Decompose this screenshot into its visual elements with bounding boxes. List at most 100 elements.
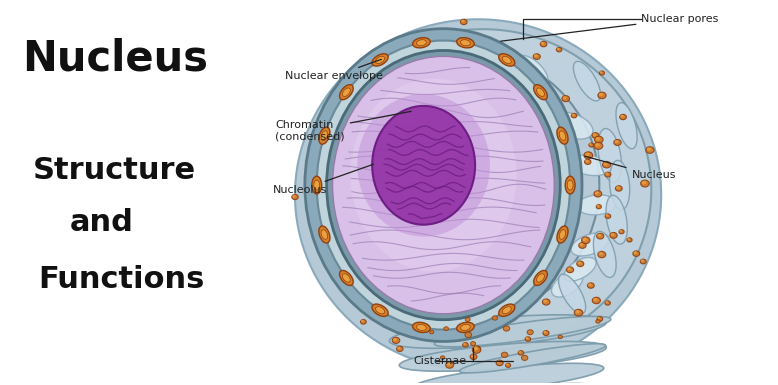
Ellipse shape <box>503 326 510 331</box>
Ellipse shape <box>534 270 548 286</box>
Ellipse shape <box>597 233 604 239</box>
Ellipse shape <box>327 50 560 320</box>
Text: Nucleolus: Nucleolus <box>273 164 373 195</box>
Ellipse shape <box>499 294 527 324</box>
Ellipse shape <box>534 54 538 57</box>
Ellipse shape <box>616 186 619 189</box>
Ellipse shape <box>357 94 490 236</box>
Ellipse shape <box>447 362 450 366</box>
Ellipse shape <box>587 283 594 288</box>
Text: Structure: Structure <box>33 156 196 185</box>
Ellipse shape <box>557 226 568 243</box>
Ellipse shape <box>610 233 617 238</box>
Text: Cisternae: Cisternae <box>414 348 473 366</box>
Ellipse shape <box>605 301 608 303</box>
Ellipse shape <box>372 106 475 225</box>
Ellipse shape <box>615 140 619 143</box>
Ellipse shape <box>597 317 603 321</box>
Ellipse shape <box>446 362 454 368</box>
Ellipse shape <box>339 270 353 286</box>
Text: Functions: Functions <box>39 264 205 294</box>
Ellipse shape <box>315 29 651 351</box>
Ellipse shape <box>474 347 478 351</box>
Ellipse shape <box>557 127 568 144</box>
Ellipse shape <box>562 95 569 102</box>
Ellipse shape <box>543 300 547 303</box>
Ellipse shape <box>434 316 611 347</box>
Ellipse shape <box>319 226 330 243</box>
Ellipse shape <box>321 131 328 141</box>
Ellipse shape <box>558 335 562 338</box>
Ellipse shape <box>319 127 330 144</box>
Ellipse shape <box>312 176 321 194</box>
Ellipse shape <box>518 351 521 353</box>
Ellipse shape <box>427 383 599 385</box>
Ellipse shape <box>376 307 384 314</box>
Ellipse shape <box>614 139 621 146</box>
Ellipse shape <box>332 56 554 314</box>
Ellipse shape <box>589 143 594 147</box>
Ellipse shape <box>592 133 599 138</box>
Ellipse shape <box>342 88 350 96</box>
Ellipse shape <box>457 38 475 48</box>
Ellipse shape <box>398 346 401 349</box>
Ellipse shape <box>619 230 622 232</box>
Ellipse shape <box>627 238 632 242</box>
Ellipse shape <box>457 322 475 333</box>
Ellipse shape <box>598 234 601 237</box>
Ellipse shape <box>350 79 517 272</box>
Ellipse shape <box>392 337 400 343</box>
Ellipse shape <box>616 103 637 149</box>
Ellipse shape <box>544 331 546 333</box>
Ellipse shape <box>463 343 466 345</box>
Ellipse shape <box>571 233 609 256</box>
Ellipse shape <box>525 82 560 110</box>
Ellipse shape <box>615 186 622 191</box>
Ellipse shape <box>543 331 549 335</box>
Ellipse shape <box>642 181 647 184</box>
Ellipse shape <box>521 355 527 360</box>
Ellipse shape <box>599 93 603 96</box>
Ellipse shape <box>640 180 650 187</box>
Ellipse shape <box>559 131 566 141</box>
Ellipse shape <box>559 274 586 314</box>
Ellipse shape <box>559 230 566 239</box>
Ellipse shape <box>471 341 475 346</box>
Ellipse shape <box>609 161 629 210</box>
Ellipse shape <box>463 343 468 347</box>
Ellipse shape <box>459 344 605 373</box>
Ellipse shape <box>360 320 366 324</box>
Ellipse shape <box>585 160 588 162</box>
Ellipse shape <box>565 176 575 194</box>
Ellipse shape <box>564 258 596 281</box>
Ellipse shape <box>605 214 611 218</box>
Ellipse shape <box>440 356 445 359</box>
Ellipse shape <box>412 363 604 385</box>
Ellipse shape <box>577 261 581 264</box>
Ellipse shape <box>595 191 599 194</box>
Ellipse shape <box>361 320 364 322</box>
Ellipse shape <box>537 88 545 96</box>
Ellipse shape <box>598 317 601 319</box>
Ellipse shape <box>412 38 430 48</box>
Ellipse shape <box>556 47 562 52</box>
Ellipse shape <box>527 330 533 335</box>
Ellipse shape <box>399 341 606 371</box>
Text: Nucleus: Nucleus <box>22 37 208 79</box>
Ellipse shape <box>517 55 548 87</box>
Ellipse shape <box>604 162 608 165</box>
Ellipse shape <box>537 274 545 282</box>
Ellipse shape <box>602 161 611 168</box>
Text: Nuclear envelope: Nuclear envelope <box>285 59 383 81</box>
Text: Nucleus: Nucleus <box>585 156 676 180</box>
Ellipse shape <box>376 56 384 64</box>
Ellipse shape <box>641 259 643 262</box>
Ellipse shape <box>573 61 601 101</box>
Ellipse shape <box>599 252 603 255</box>
Ellipse shape <box>605 301 610 305</box>
Ellipse shape <box>342 274 350 282</box>
Ellipse shape <box>541 42 545 45</box>
Ellipse shape <box>581 237 590 244</box>
Ellipse shape <box>552 112 593 139</box>
Ellipse shape <box>596 137 600 141</box>
